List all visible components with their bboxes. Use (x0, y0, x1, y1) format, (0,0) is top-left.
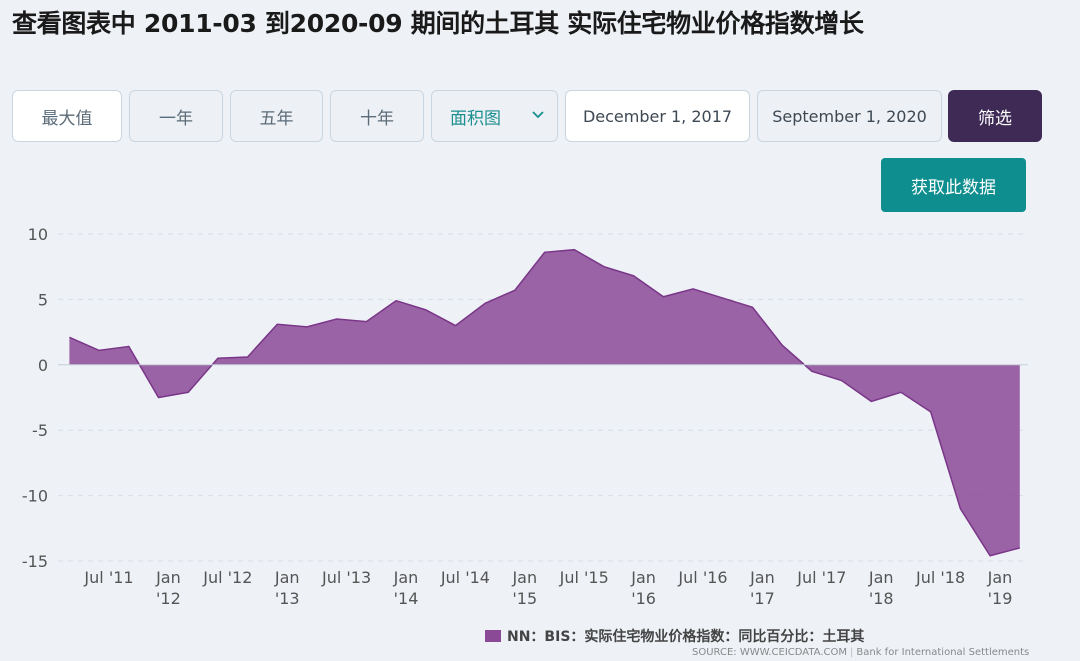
x-tick-label: '12 (156, 589, 181, 608)
x-tick-label: Jul '16 (677, 568, 727, 587)
data-point (246, 355, 250, 359)
source-provider: Bank for International Settlements (856, 647, 1030, 658)
data-point (127, 344, 131, 348)
data-point (513, 288, 517, 292)
x-tick-label: '19 (988, 589, 1013, 608)
filter-button[interactable]: 筛选 (948, 90, 1042, 142)
x-tick-label: Jan (393, 568, 419, 587)
data-point (424, 308, 428, 312)
x-tick-label: Jul '15 (559, 568, 609, 587)
x-tick-label: Jan (987, 568, 1013, 587)
end-date-input[interactable]: September 1, 2020 (757, 90, 942, 142)
series-line (69, 248, 1020, 557)
y-tick-label: -5 (32, 421, 48, 440)
data-point (632, 274, 636, 278)
x-tick-label: Jan (155, 568, 181, 587)
data-point (721, 296, 725, 300)
x-tick-label: Jul '12 (202, 568, 252, 587)
data-point (810, 369, 814, 373)
x-tick-label: Jul '17 (796, 568, 846, 587)
series-area (69, 249, 1020, 556)
chart-type-select[interactable]: 面积图 (431, 90, 558, 142)
x-tick-label: '18 (869, 589, 894, 608)
x-tick-label: Jul '13 (321, 568, 371, 587)
source-note: SOURCE: WWW.CEICDATA.COM | Bank for Intern… (692, 647, 1030, 658)
data-point (157, 396, 161, 400)
data-point (572, 248, 576, 252)
legend-label: NN：BIS：实际住宅物业价格指数：同比百分比：土耳其 (507, 629, 865, 645)
data-point (364, 320, 368, 324)
x-tick-label: Jan (630, 568, 656, 587)
data-point (97, 348, 101, 352)
y-tick-label: 0 (38, 356, 48, 375)
data-point (780, 343, 784, 347)
range-max-button[interactable]: 最大值 (12, 90, 122, 142)
y-tick-label: 5 (38, 290, 48, 309)
x-tick-label: Jul '11 (83, 568, 133, 587)
data-point (661, 295, 665, 299)
data-point (751, 305, 755, 309)
chart-legend[interactable]: NN：BIS：实际住宅物业价格指数：同比百分比：土耳其 (485, 626, 864, 646)
range-1y-button[interactable]: 一年 (129, 90, 223, 142)
chart-type-value: 面积图 (450, 108, 501, 129)
page-title: 查看图表中 2011-03 到2020-09 期间的土耳其 实际住宅物业价格指数… (12, 9, 864, 38)
x-tick-label: '13 (275, 589, 300, 608)
area-chart: 10 5 0 -5 -10 -15 Jul '11 Jan '12 Jul '12 Jan '13 Ju… (22, 225, 1028, 608)
data-point (305, 325, 309, 329)
data-point (394, 299, 398, 303)
data-point (899, 390, 903, 394)
data-point (335, 317, 339, 321)
data-point (543, 250, 547, 254)
chevron-down-icon (532, 111, 544, 119)
x-tick-label: '15 (512, 589, 537, 608)
x-tick-label: Jan (868, 568, 894, 587)
y-tick-label: -15 (22, 552, 48, 571)
start-date-input[interactable]: December 1, 2017 (565, 90, 750, 142)
x-tick-label: Jul '18 (915, 568, 965, 587)
data-point (454, 324, 458, 328)
data-point (840, 378, 844, 382)
data-point (869, 399, 873, 403)
source-link[interactable]: SOURCE: WWW.CEICDATA.COM (692, 647, 848, 658)
x-tick-label: '16 (631, 589, 656, 608)
x-tick-label: Jan (274, 568, 300, 587)
range-10y-button[interactable]: 十年 (330, 90, 424, 142)
x-tick-label: '14 (394, 589, 419, 608)
y-tick-label: 10 (28, 225, 48, 244)
legend-swatch (485, 630, 501, 642)
data-point (958, 507, 962, 511)
data-point (929, 410, 933, 414)
data-point (691, 287, 695, 291)
x-tick-label: Jan (749, 568, 775, 587)
get-data-button[interactable]: 获取此数据 (881, 158, 1026, 212)
x-tick-label: Jul '14 (440, 568, 490, 587)
data-point (988, 554, 992, 558)
data-point (186, 390, 190, 394)
y-tick-label: -10 (22, 487, 48, 506)
data-point (67, 335, 71, 339)
data-point (1018, 546, 1022, 550)
data-point (216, 356, 220, 360)
data-point (275, 322, 279, 326)
x-tick-label: '17 (750, 589, 775, 608)
x-tick-label: Jan (511, 568, 537, 587)
data-point (602, 265, 606, 269)
range-5y-button[interactable]: 五年 (230, 90, 323, 142)
data-point (483, 301, 487, 305)
